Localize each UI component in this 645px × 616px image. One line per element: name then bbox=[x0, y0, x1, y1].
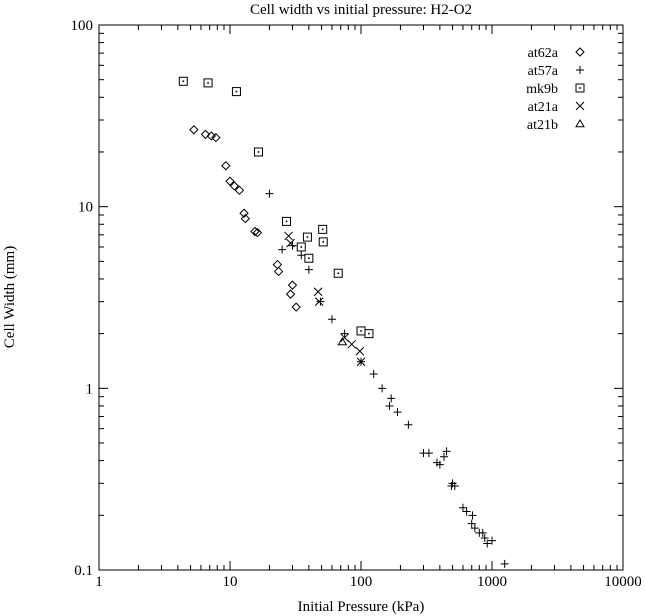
data-point bbox=[364, 329, 374, 339]
data-point bbox=[450, 481, 459, 490]
data-point bbox=[387, 394, 396, 403]
data-point bbox=[291, 302, 301, 312]
data-point bbox=[314, 297, 324, 307]
data-point bbox=[424, 449, 433, 458]
data-point bbox=[337, 336, 348, 346]
data-point bbox=[442, 447, 451, 456]
data-point bbox=[393, 408, 402, 417]
data-point bbox=[239, 208, 249, 218]
y-tick-label: 0.1 bbox=[74, 563, 93, 579]
data-point bbox=[378, 384, 387, 393]
data-point bbox=[203, 78, 213, 88]
data-point bbox=[189, 125, 199, 135]
data-point bbox=[500, 559, 509, 568]
data-point bbox=[458, 503, 467, 512]
data-point bbox=[470, 524, 479, 533]
data-point bbox=[316, 297, 325, 306]
data-point bbox=[234, 185, 245, 196]
data-point bbox=[304, 265, 313, 274]
data-point bbox=[340, 329, 349, 338]
data-point bbox=[253, 147, 263, 157]
data-point bbox=[273, 266, 284, 277]
legend-label-mk9b: mk9b bbox=[526, 82, 558, 97]
data-point bbox=[302, 232, 312, 242]
data-point bbox=[304, 253, 314, 263]
x-tick-label: 1 bbox=[95, 574, 103, 590]
data-point bbox=[333, 268, 343, 278]
series-at21a bbox=[284, 231, 366, 367]
data-point bbox=[211, 132, 221, 143]
data-point bbox=[480, 534, 489, 543]
data-point bbox=[206, 131, 217, 141]
data-point bbox=[200, 129, 211, 140]
data-point bbox=[297, 251, 306, 260]
data-point bbox=[313, 287, 323, 297]
data-point bbox=[404, 420, 413, 429]
data-point bbox=[250, 226, 260, 237]
data-point bbox=[356, 357, 366, 367]
series-at62a bbox=[189, 125, 301, 312]
data-point bbox=[318, 237, 328, 247]
data-point bbox=[252, 227, 263, 238]
x-tick-label: 10 bbox=[223, 574, 238, 590]
data-point bbox=[439, 452, 448, 461]
axis-ticks bbox=[98, 24, 624, 571]
data-point bbox=[385, 401, 394, 410]
y-tick-label: 10 bbox=[78, 200, 93, 216]
data-point bbox=[231, 87, 241, 97]
data-point bbox=[327, 315, 336, 324]
data-point bbox=[240, 213, 251, 224]
series-at21b bbox=[337, 336, 348, 346]
data-point bbox=[347, 339, 357, 349]
legend-marker-at21a bbox=[575, 101, 585, 111]
legend: at62a at57a mk9b at21a at21b bbox=[526, 46, 585, 133]
data-point bbox=[178, 76, 188, 86]
data-point bbox=[282, 216, 292, 226]
legend-marker-at62a bbox=[575, 47, 585, 57]
data-points bbox=[178, 76, 509, 568]
data-point bbox=[285, 289, 296, 299]
data-point bbox=[468, 511, 477, 520]
y-tick-label: 100 bbox=[71, 18, 94, 34]
data-point bbox=[296, 242, 306, 252]
data-point bbox=[435, 460, 444, 469]
data-point bbox=[284, 231, 293, 241]
legend-label-at21b: at21b bbox=[527, 118, 558, 133]
y-axis-label: Cell Width (mm) bbox=[2, 246, 18, 348]
data-point bbox=[318, 224, 328, 234]
data-point bbox=[483, 539, 492, 548]
legend-label-at21a: at21a bbox=[528, 100, 559, 115]
data-point bbox=[478, 528, 487, 537]
data-point bbox=[287, 280, 298, 290]
data-point bbox=[467, 519, 476, 528]
data-point bbox=[272, 259, 283, 270]
data-point bbox=[356, 326, 366, 336]
data-point bbox=[221, 161, 231, 171]
legend-marker-mk9b bbox=[575, 83, 585, 93]
data-point bbox=[278, 245, 287, 254]
legend-marker-at21b bbox=[575, 119, 585, 128]
data-point bbox=[229, 181, 240, 191]
data-point bbox=[462, 507, 471, 516]
legend-label-at62a: at62a bbox=[528, 46, 559, 61]
data-point bbox=[265, 189, 274, 198]
data-point bbox=[369, 369, 378, 378]
series-at57a bbox=[265, 189, 509, 568]
data-point bbox=[225, 176, 235, 186]
x-tick-label: 1000 bbox=[477, 574, 507, 590]
x-tick-label: 10000 bbox=[604, 574, 642, 590]
y-tick-label: 1 bbox=[86, 381, 94, 397]
data-point bbox=[488, 536, 496, 545]
series-mk9b bbox=[178, 76, 374, 339]
legend-marker-at57a bbox=[576, 66, 584, 74]
legend-label-at57a: at57a bbox=[528, 64, 559, 79]
x-axis-label: Initial Pressure (kPa) bbox=[298, 599, 425, 615]
data-point bbox=[340, 333, 349, 343]
chart-title: Cell width vs initial pressure: H2-O2 bbox=[250, 2, 472, 18]
data-point bbox=[286, 238, 295, 248]
data-point bbox=[355, 346, 365, 356]
x-tick-label: 100 bbox=[350, 574, 373, 590]
